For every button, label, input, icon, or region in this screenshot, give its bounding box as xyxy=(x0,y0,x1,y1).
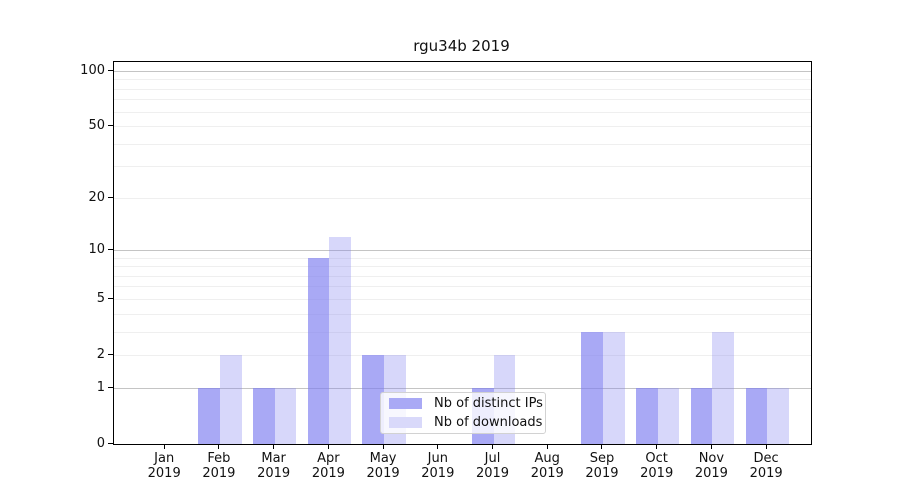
gridline-minor xyxy=(114,286,811,288)
gridline-minor xyxy=(114,99,811,101)
legend-label-downloads: Nb of downloads xyxy=(434,415,543,430)
gridline-minor xyxy=(114,143,811,145)
legend-swatch-downloads xyxy=(389,417,422,428)
gridline-major xyxy=(114,387,811,389)
x-tick xyxy=(492,444,494,449)
bar-downloads xyxy=(657,388,680,444)
bar-distinct-ips xyxy=(253,388,275,444)
gridline-minor xyxy=(114,88,811,90)
bar-distinct-ips xyxy=(745,388,768,444)
y-tick xyxy=(108,69,113,71)
bar-downloads xyxy=(712,332,734,444)
bar-distinct-ips xyxy=(581,332,603,444)
x-tick-label: Apr 2019 xyxy=(311,451,345,481)
y-tick-label: 10 xyxy=(88,241,105,257)
legend-item-downloads: Nb of downloads xyxy=(381,414,545,431)
bar-downloads xyxy=(329,236,351,444)
x-tick xyxy=(218,444,220,449)
y-tick-label: 5 xyxy=(96,290,105,306)
y-tick-label: 0 xyxy=(96,435,105,451)
x-tick-label: Jan 2019 xyxy=(147,451,181,481)
bar-distinct-ips xyxy=(362,355,385,444)
gridline-minor xyxy=(114,111,811,113)
bar-downloads xyxy=(602,332,625,444)
x-tick-label: May 2019 xyxy=(366,451,400,481)
x-tick-label: Aug 2019 xyxy=(530,451,564,481)
legend: Nb of distinct IPs Nb of downloads xyxy=(380,392,546,434)
gridline-minor xyxy=(114,257,811,259)
chart-title: rgu34b 2019 xyxy=(413,37,510,55)
bar-distinct-ips xyxy=(307,258,330,444)
y-tick xyxy=(108,248,113,250)
x-tick xyxy=(546,444,548,449)
x-tick-label: Feb 2019 xyxy=(202,451,236,481)
bar-distinct-ips xyxy=(690,388,713,444)
x-tick xyxy=(273,444,275,449)
gridline-minor xyxy=(114,197,811,199)
x-tick xyxy=(656,444,658,449)
x-tick-label: Sep 2019 xyxy=(585,451,619,481)
x-tick-label: Dec 2019 xyxy=(749,451,783,481)
gridline-minor xyxy=(114,331,811,333)
legend-label-distinct-ips: Nb of distinct IPs xyxy=(434,396,543,411)
x-tick xyxy=(601,444,603,449)
bar-distinct-ips xyxy=(636,388,658,444)
gridline-major xyxy=(114,70,811,72)
y-tick xyxy=(108,353,113,355)
legend-item-distinct-ips: Nb of distinct IPs xyxy=(381,395,545,412)
x-tick-label: Oct 2019 xyxy=(640,451,674,481)
x-tick xyxy=(327,444,329,449)
gridline-minor xyxy=(114,354,811,356)
x-tick xyxy=(382,444,384,449)
bar-downloads xyxy=(767,388,789,444)
gridline-minor xyxy=(114,126,811,128)
bar-downloads xyxy=(219,355,242,444)
x-tick-label: Mar 2019 xyxy=(257,451,291,481)
bar-distinct-ips xyxy=(198,388,220,444)
y-tick-label: 20 xyxy=(88,189,105,205)
gridline-minor xyxy=(114,79,811,81)
y-tick xyxy=(108,442,113,444)
y-tick xyxy=(108,196,113,198)
gridline-minor xyxy=(114,166,811,168)
y-tick-label: 1 xyxy=(96,379,105,395)
gridline-minor xyxy=(114,313,811,315)
gridline-minor xyxy=(114,298,811,300)
gridline-minor xyxy=(114,275,811,277)
y-tick-label: 2 xyxy=(96,346,105,362)
gridline-major xyxy=(114,249,811,251)
y-tick-label: 50 xyxy=(88,118,105,134)
gridline-minor xyxy=(114,266,811,268)
y-tick xyxy=(108,386,113,388)
x-tick xyxy=(765,444,767,449)
x-tick xyxy=(163,444,165,449)
x-tick-label: Jun 2019 xyxy=(421,451,455,481)
y-tick xyxy=(108,125,113,127)
x-tick-label: Nov 2019 xyxy=(694,451,728,481)
y-tick xyxy=(108,297,113,299)
bar-downloads xyxy=(274,388,297,444)
y-tick-label: 100 xyxy=(80,62,105,78)
x-tick-label: Jul 2019 xyxy=(475,451,510,481)
x-tick xyxy=(710,444,712,449)
plot-area xyxy=(113,61,812,445)
x-tick xyxy=(437,444,439,449)
legend-swatch-distinct-ips xyxy=(389,398,422,409)
